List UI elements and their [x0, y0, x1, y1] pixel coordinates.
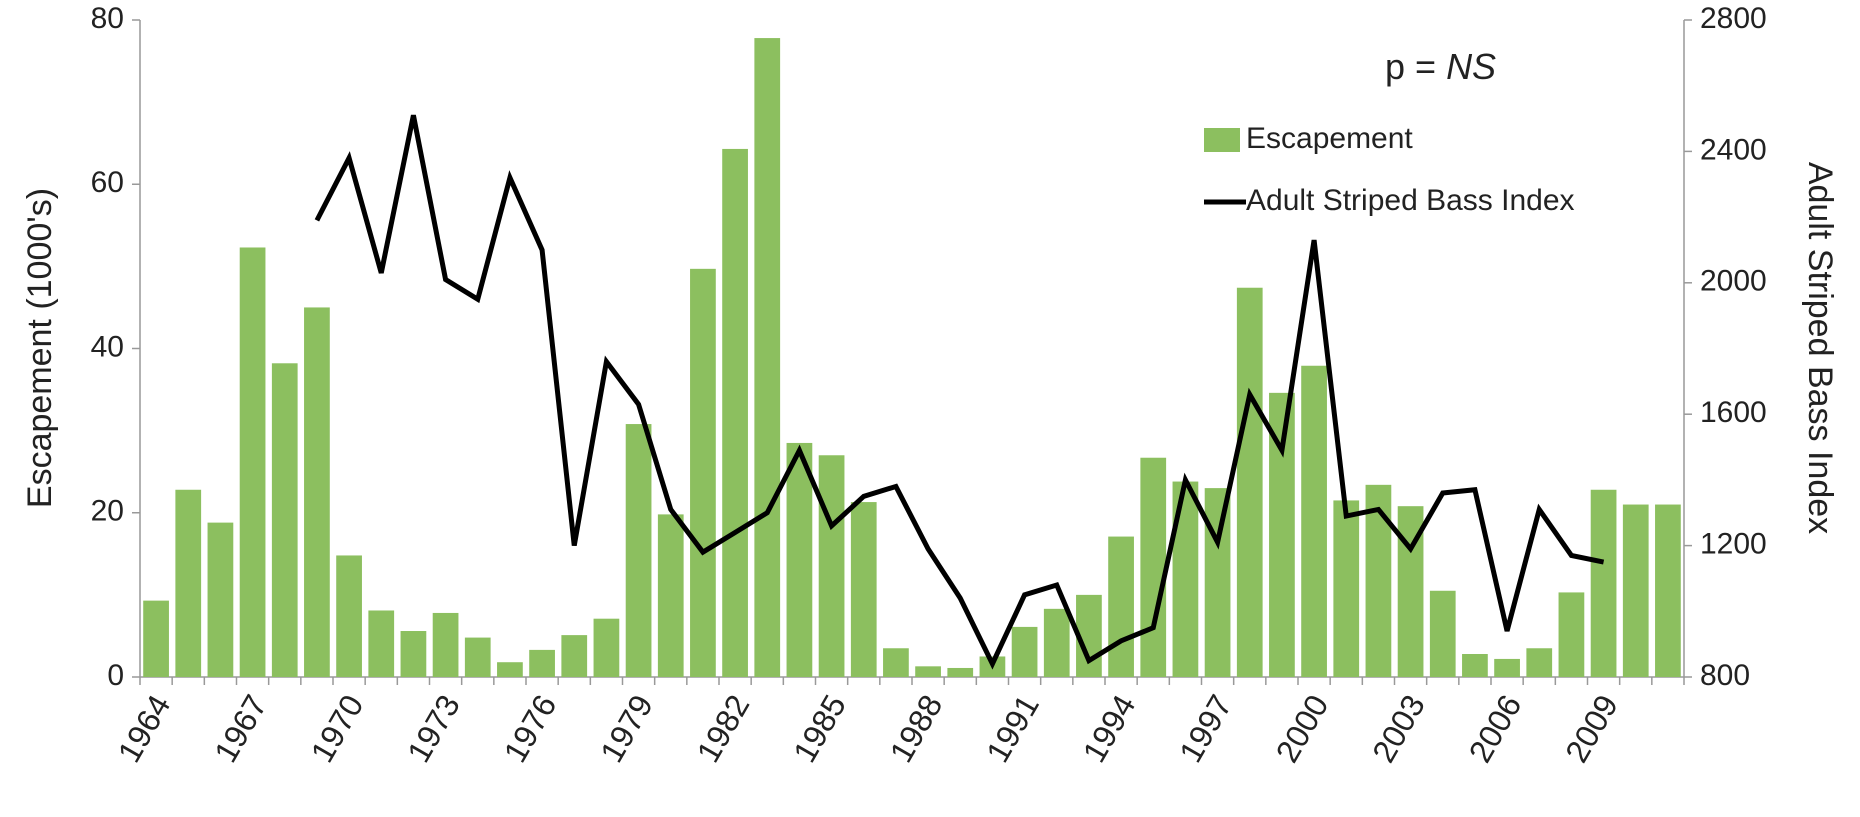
y-axis-label: Escapement (1000's) [21, 188, 59, 508]
y-tick-label: 0 [107, 659, 124, 692]
x-tick-label: 1964 [111, 689, 178, 769]
x-tick-label: 1973 [400, 689, 467, 769]
x-tick-label: 1988 [883, 689, 950, 769]
bar [304, 307, 330, 677]
y-tick-label: 60 [91, 166, 124, 199]
y-tick-label: 20 [91, 495, 124, 528]
bar [625, 424, 652, 677]
bar [1622, 504, 1649, 677]
bar [1558, 592, 1585, 677]
x-tick-label: 1970 [304, 689, 371, 769]
line [314, 114, 1605, 670]
x-tick-label: 1982 [690, 689, 757, 769]
bar [1655, 504, 1681, 677]
bar [593, 618, 620, 677]
bar [239, 247, 266, 677]
x-tick-label: 2003 [1365, 689, 1432, 769]
bar [1108, 536, 1134, 677]
y2-tick-label: 800 [1700, 659, 1750, 692]
bar [1236, 287, 1263, 677]
y-tick-label: 40 [91, 330, 124, 363]
bar [271, 363, 298, 677]
legend-label: Escapement [1246, 122, 1413, 155]
bar [432, 612, 459, 677]
annotation-text: p = [1385, 46, 1446, 87]
bar [754, 38, 781, 677]
x-tick-label: 2006 [1462, 689, 1529, 769]
y2-tick-label: 1200 [1700, 528, 1767, 561]
legend-label: Adult Striped Bass Index [1246, 184, 1575, 217]
bar [657, 514, 684, 677]
bar [883, 648, 909, 677]
y2-axis-label: Adult Striped Bass Index [1801, 162, 1839, 534]
bar [722, 148, 748, 677]
bar [207, 522, 234, 677]
y2-tick-label: 2800 [1700, 2, 1767, 35]
bar [1526, 648, 1553, 677]
bar [1011, 626, 1038, 677]
y2-tick-label: 2000 [1700, 265, 1767, 298]
bar [464, 637, 491, 677]
x-tick-label: 1967 [207, 689, 274, 769]
x-tick-label: 1991 [979, 689, 1046, 769]
bar [175, 489, 202, 677]
bar [1140, 457, 1167, 677]
bar [690, 268, 716, 677]
y2-tick-label: 2400 [1700, 133, 1767, 166]
x-tick-label: 1979 [593, 689, 660, 769]
bar [1462, 654, 1488, 677]
bar [1590, 489, 1617, 677]
x-tick-label: 1976 [497, 689, 564, 769]
bar [529, 649, 555, 677]
bar [818, 455, 845, 677]
bar [850, 502, 877, 677]
bar [1301, 365, 1327, 677]
x-tick-label: 2009 [1558, 689, 1625, 769]
annotation: p = NS [1385, 46, 1496, 87]
bar [368, 610, 395, 677]
bar [1204, 488, 1231, 677]
bar [915, 666, 941, 677]
bar [1429, 590, 1456, 677]
bar [786, 442, 813, 677]
bar [1333, 500, 1360, 677]
legend-swatch [1204, 128, 1240, 152]
bar [497, 662, 523, 677]
x-tick-label: 2000 [1269, 689, 1336, 769]
bar [561, 635, 588, 677]
x-tick-label: 1997 [1172, 689, 1239, 769]
y2-tick-label: 1600 [1700, 396, 1767, 429]
bar [1494, 658, 1520, 677]
bar [143, 600, 169, 677]
annotation-emphasis: NS [1446, 46, 1496, 87]
bar [1043, 608, 1070, 677]
bar [400, 631, 427, 677]
bar [336, 555, 362, 677]
x-tick-label: 1994 [1076, 689, 1143, 769]
bar [947, 667, 974, 677]
y-tick-label: 80 [91, 2, 124, 35]
x-tick-label: 1985 [786, 689, 853, 769]
